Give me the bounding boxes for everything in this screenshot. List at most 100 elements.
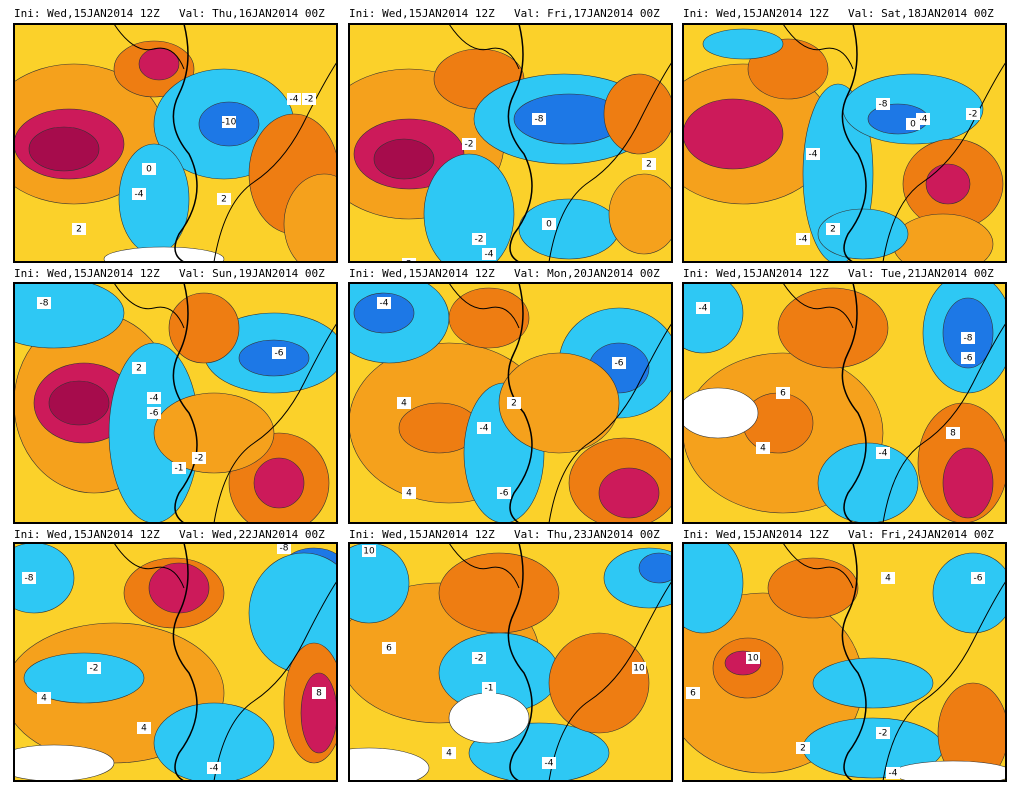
coastline — [841, 543, 867, 781]
anomaly-area — [168, 292, 240, 364]
coastline — [113, 543, 185, 589]
contour-label-bg — [876, 98, 890, 110]
panel-frame — [13, 282, 338, 524]
contour-label: 2 — [646, 160, 652, 170]
contour-label-bg — [696, 302, 710, 314]
contour-label: -8 — [964, 334, 973, 344]
contour-label-bg — [147, 407, 161, 419]
coastline — [213, 61, 337, 262]
contour-label-bg — [776, 387, 790, 399]
init-time: Ini: Wed,15JAN2014 12Z — [349, 528, 495, 541]
valid-time: Val: Wed,22JAN2014 00Z — [179, 528, 325, 541]
contour-label-bg — [971, 572, 985, 584]
valid-time: Val: Tue,21JAN2014 00Z — [848, 267, 994, 280]
valid-time: Val: Sat,18JAN2014 00Z — [848, 7, 994, 20]
map-panel: -4 -6 -4 4 -6 2 4 — [349, 283, 672, 523]
contour-label: -2 — [305, 95, 314, 105]
contour-label: -6 — [615, 359, 624, 369]
init-time: Ini: Wed,15JAN2014 12Z — [14, 7, 160, 20]
anomaly-area — [28, 126, 100, 172]
contour-label-bg — [746, 652, 760, 664]
panel-frame — [682, 542, 1007, 782]
contour-label: 4 — [885, 574, 891, 584]
anomaly-area — [448, 692, 530, 744]
contour-label: -6 — [974, 574, 983, 584]
contour-label-bg — [132, 362, 146, 374]
init-time: Ini: Wed,15JAN2014 12Z — [683, 267, 829, 280]
contour-label-bg — [961, 352, 975, 364]
panel-frame — [348, 23, 673, 263]
coastline — [882, 580, 1006, 781]
anomaly-area — [548, 632, 650, 734]
contour-label-bg — [796, 233, 810, 245]
valid-time: Val: Fri,24JAN2014 00Z — [848, 528, 994, 541]
map-panel: 10 -6 6 4 -2 -4 2 — [683, 543, 1006, 781]
contour-label-bg — [72, 223, 86, 235]
coastline — [841, 283, 867, 523]
coastline — [113, 283, 185, 329]
contour-label: -4 — [210, 764, 219, 774]
contour-label: -4 — [150, 394, 159, 404]
contour-label: -4 — [889, 769, 898, 779]
contour-label: -2 — [465, 140, 474, 150]
contour-label: 4 — [141, 724, 147, 734]
anomaly-area — [683, 283, 744, 354]
contour-label: -2 — [475, 654, 484, 664]
init-time: Ini: Wed,15JAN2014 12Z — [14, 267, 160, 280]
contour-label: -8 — [40, 299, 49, 309]
contour-label: -6 — [964, 354, 973, 364]
coastline — [507, 543, 533, 781]
contour-label-bg — [37, 297, 51, 309]
init-time: Ini: Wed,15JAN2014 12Z — [683, 528, 829, 541]
contour-label: 8 — [316, 689, 322, 699]
coastline — [507, 283, 533, 523]
panel-frame — [348, 542, 673, 782]
contour-label-bg — [192, 452, 206, 464]
valid-time: Val: Thu,16JAN2014 00Z — [179, 7, 325, 20]
anomaly-area — [777, 287, 889, 369]
contour-label-bg — [217, 193, 231, 205]
contour-label: -8 — [25, 574, 34, 584]
contour-label: 2 — [406, 260, 412, 270]
map-panel: -8 -6 -4 -6 -2 2 -1 — [14, 283, 337, 523]
coastline — [782, 24, 854, 70]
coastline — [841, 24, 867, 262]
coastline — [213, 580, 337, 781]
contour-label: 8 — [950, 429, 956, 439]
contour-label-bg — [462, 138, 476, 150]
contour-label-bg — [497, 487, 511, 499]
map-panel: 10 -2 -1 6 4 10 -4 — [349, 543, 672, 781]
anomaly-area — [937, 682, 1006, 781]
contour-label: 2 — [221, 195, 227, 205]
anomaly-area — [925, 163, 971, 205]
contour-label-bg — [756, 442, 770, 454]
contour-label: -8 — [879, 100, 888, 110]
coastline — [782, 543, 854, 589]
contour-label-bg — [542, 218, 556, 230]
anomaly-area — [932, 552, 1006, 634]
anomaly-area — [598, 467, 660, 519]
contour-label-bg — [397, 397, 411, 409]
contour-label-bg — [287, 93, 301, 105]
contour-label-bg — [277, 543, 291, 554]
contour-label-bg — [472, 233, 486, 245]
contour-label-bg — [946, 427, 960, 439]
contour-label: 4 — [401, 399, 407, 409]
contour-label-bg — [87, 662, 101, 674]
contour-label: -1 — [175, 464, 184, 474]
contour-label-bg — [402, 487, 416, 499]
valid-time: Val: Sun,19JAN2014 00Z — [179, 267, 325, 280]
contour-label-bg — [542, 757, 556, 769]
coastline — [882, 61, 1006, 262]
anomaly-area — [23, 652, 145, 704]
init-time: Ini: Wed,15JAN2014 12Z — [349, 7, 495, 20]
anomaly-area — [423, 153, 515, 262]
coastline — [548, 61, 672, 262]
anomaly-area — [683, 387, 759, 439]
contour-label: -10 — [222, 118, 237, 128]
contour-label: -6 — [275, 349, 284, 359]
contour-label: 4 — [41, 694, 47, 704]
contour-label-bg — [886, 767, 900, 779]
coastline — [548, 322, 672, 523]
